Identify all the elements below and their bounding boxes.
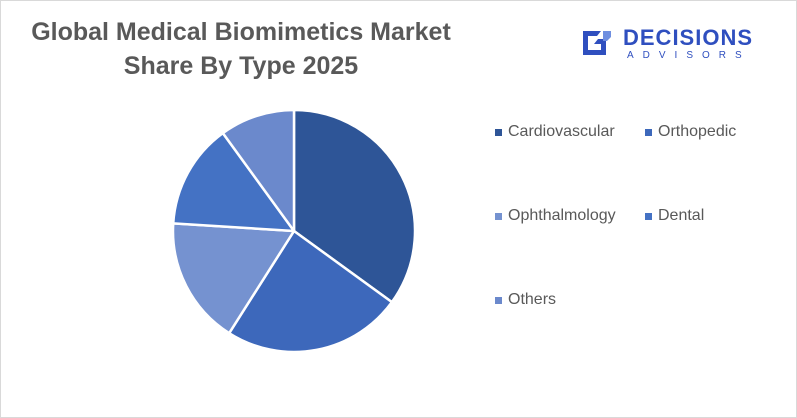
- legend-item-orthopedic: Orthopedic: [645, 123, 736, 141]
- pie-slice-dental: [171, 131, 296, 233]
- legend-item-others: Others: [495, 291, 556, 309]
- legend-label: Others: [508, 291, 557, 308]
- legend-item-dental: Dental: [645, 207, 704, 225]
- pie-slice-others: [221, 108, 296, 233]
- logo-subtitle: ADVISORS: [627, 50, 751, 61]
- chart-title: Global Medical Biomimetics Market Share …: [1, 15, 481, 83]
- pie-slice-ophthalmology: [171, 222, 296, 335]
- legend-swatch: [645, 128, 652, 136]
- legend-swatch: [495, 128, 502, 136]
- legend-item-cardiovascular: Cardiovascular: [495, 123, 615, 141]
- chart-title-line-1: Global Medical Biomimetics Market: [31, 18, 451, 46]
- legend-label: Ophthalmology: [508, 207, 616, 224]
- legend-swatch: [645, 212, 652, 220]
- legend-swatch: [495, 212, 502, 220]
- legend-swatch: [495, 296, 502, 304]
- legend-item-ophthalmology: Ophthalmology: [495, 207, 616, 225]
- legend-label: Orthopedic: [658, 123, 737, 140]
- legend-label: Cardiovascular: [508, 123, 615, 140]
- logo-wordmark: DECISIONS: [623, 25, 754, 50]
- legend-label: Dental: [658, 207, 705, 224]
- chart-title-line-2: Share By Type 2025: [123, 52, 359, 80]
- company-logo: DECISIONS ADVISORS: [579, 23, 779, 63]
- decisions-logo-mark-icon: [583, 31, 611, 55]
- pie-slice-cardiovascular: [292, 108, 417, 304]
- pie-slice-orthopedic: [227, 229, 394, 354]
